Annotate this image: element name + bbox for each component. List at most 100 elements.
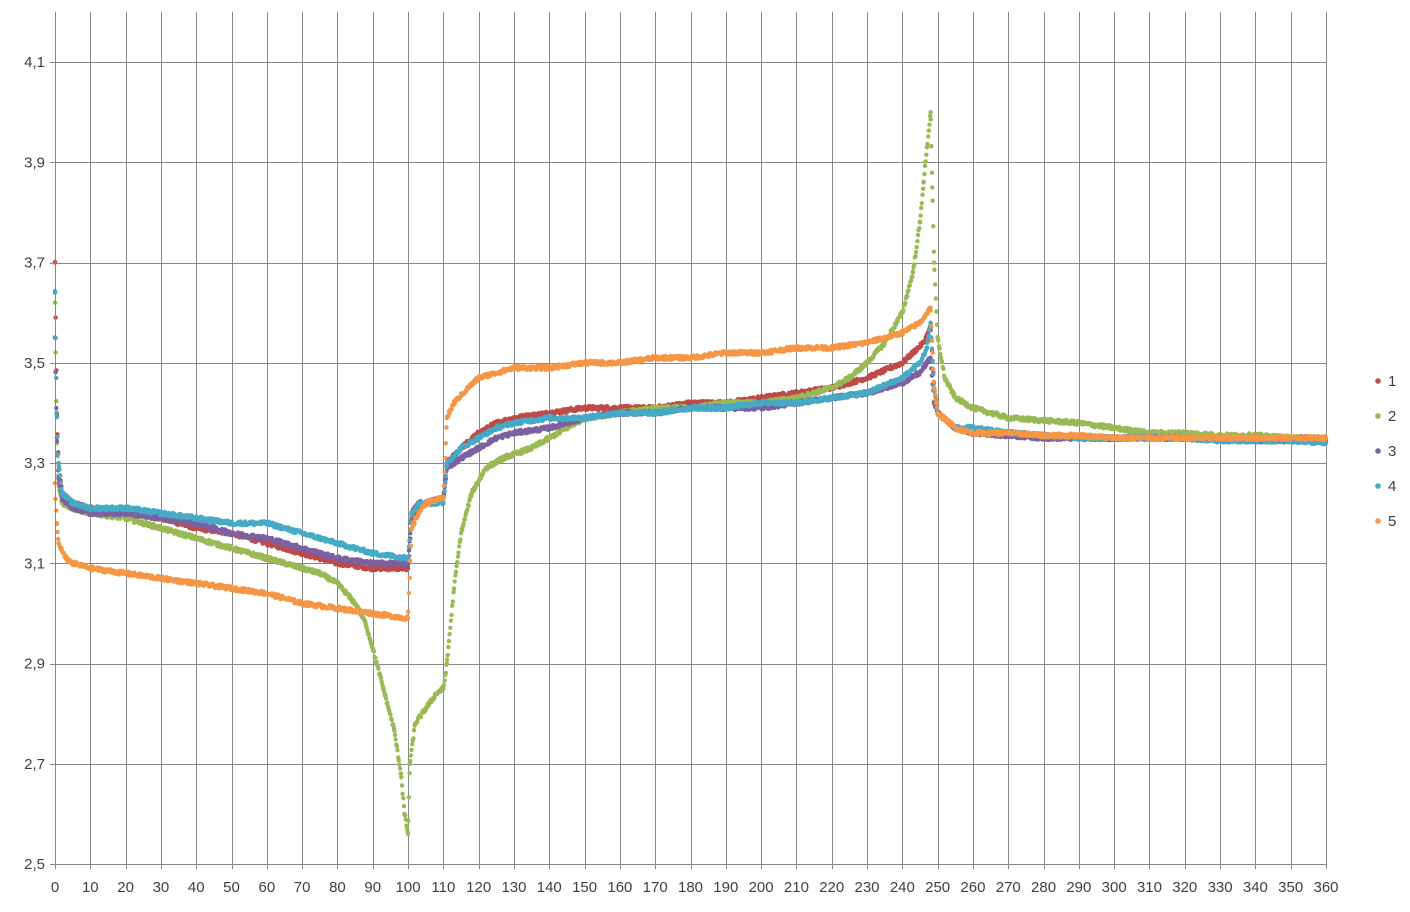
data-point [465, 507, 470, 512]
data-point [376, 666, 381, 671]
data-point [466, 503, 471, 508]
data-point [434, 691, 439, 696]
data-point [917, 226, 922, 231]
data-point [264, 556, 269, 561]
data-point [919, 205, 924, 211]
data-point [915, 239, 920, 244]
data-point [918, 213, 923, 218]
data-point [453, 573, 458, 578]
data-point [511, 415, 517, 421]
data-point [385, 700, 390, 705]
data-point [917, 220, 923, 225]
data-point [461, 521, 466, 526]
data-point [940, 360, 945, 365]
data-point [441, 686, 446, 691]
data-point [397, 762, 402, 767]
data-point [483, 465, 488, 471]
data-point [915, 232, 921, 238]
data-point [299, 566, 305, 571]
data-point [929, 170, 935, 175]
data-point [453, 569, 459, 574]
data-point [794, 390, 799, 396]
data-point [396, 758, 401, 763]
data-point [370, 566, 375, 571]
data-point [423, 706, 428, 711]
data-point [401, 803, 407, 809]
data-point [444, 657, 450, 662]
data-point [928, 117, 933, 122]
data-point [395, 747, 400, 753]
data-point [1006, 415, 1011, 421]
data-point [931, 260, 937, 265]
data-point [393, 737, 398, 742]
data-point [229, 546, 234, 551]
data-point [970, 405, 976, 411]
data-point [864, 360, 870, 365]
data-point [394, 743, 400, 749]
data-point [383, 692, 388, 698]
data-point [921, 180, 926, 185]
data-point [900, 360, 905, 365]
data-point [988, 410, 993, 416]
data-point [1076, 420, 1082, 426]
data-point [903, 300, 908, 305]
data-point [921, 340, 926, 345]
data-point [406, 795, 412, 800]
data-point [389, 717, 394, 723]
data-point [501, 455, 506, 461]
data-point [383, 696, 389, 701]
data-point [933, 296, 938, 301]
data-point [378, 675, 384, 681]
data-point [934, 309, 939, 314]
data-point [450, 603, 455, 608]
data-point [924, 145, 930, 150]
data-point [913, 249, 919, 255]
data-point [446, 644, 451, 650]
data-point [407, 761, 412, 766]
data-point [392, 732, 398, 738]
data-point [931, 224, 936, 229]
data-point [912, 262, 917, 267]
data-point [933, 282, 938, 287]
data-point [458, 537, 463, 542]
data-point [448, 625, 453, 630]
data-point [910, 270, 916, 275]
data-point [906, 288, 911, 293]
grid [55, 12, 1327, 864]
data-point [1112, 425, 1117, 431]
data-point [442, 678, 447, 683]
data-point [443, 670, 448, 676]
data-point [455, 554, 461, 559]
data-point [907, 283, 912, 288]
data-point [931, 249, 937, 254]
data-point [448, 618, 454, 623]
data-point [914, 245, 919, 250]
data-point [929, 144, 934, 149]
data-point [905, 293, 910, 299]
data-point [913, 253, 918, 259]
series-2 [52, 110, 1329, 837]
data-point [335, 581, 340, 586]
data-point [412, 721, 418, 726]
data-point [370, 646, 375, 651]
data-point [398, 771, 404, 776]
data-point [942, 375, 947, 381]
data-point [935, 335, 940, 340]
data-point [454, 563, 459, 569]
data-point [1041, 418, 1046, 423]
data-point [449, 612, 454, 618]
data-point [405, 831, 411, 837]
data-point [937, 346, 942, 351]
data-point [418, 714, 424, 720]
data-point [450, 599, 455, 604]
data-point [924, 152, 929, 157]
data-point [829, 385, 834, 391]
data-point [456, 550, 461, 555]
plot-area [52, 110, 1329, 837]
series-3 [52, 335, 1329, 568]
data-point [460, 527, 465, 532]
data-point [462, 517, 468, 522]
data-point [934, 322, 940, 327]
data-point [926, 128, 931, 133]
